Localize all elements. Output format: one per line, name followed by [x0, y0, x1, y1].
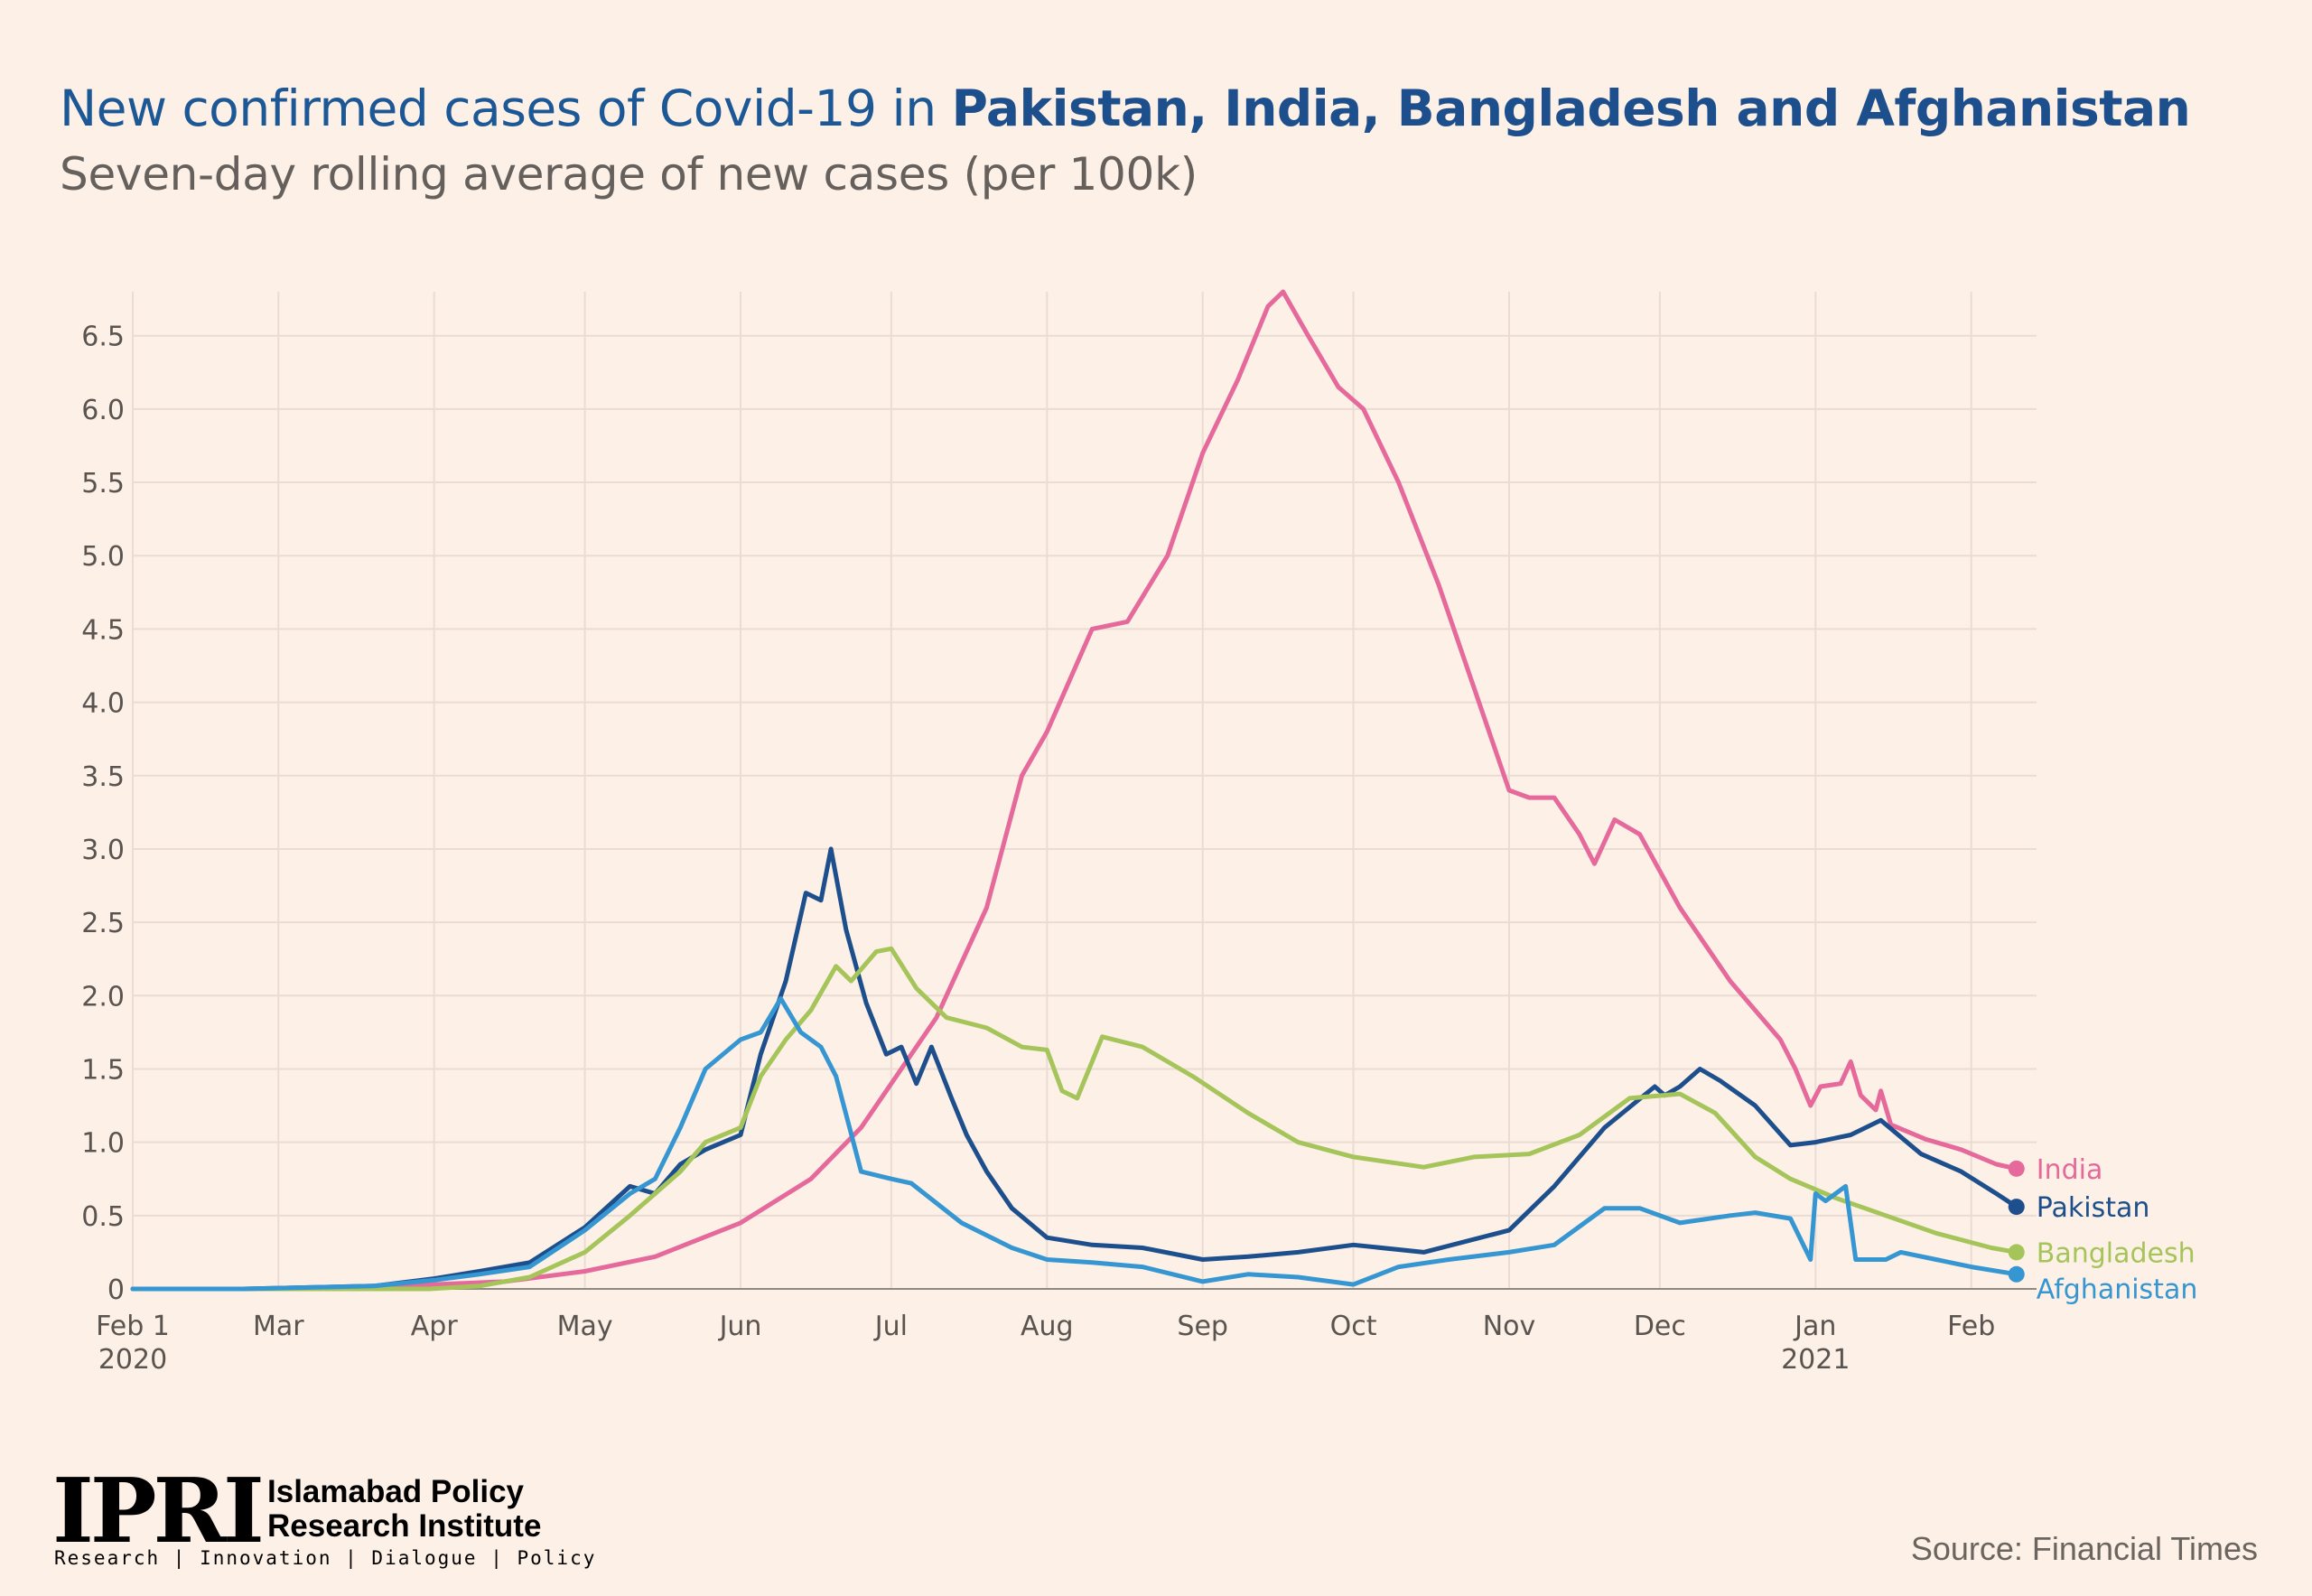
series-label-pakistan: Pakistan [2037, 1192, 2150, 1224]
logo-name-line2: Research Institute [267, 1508, 542, 1544]
series-end-marker-bangladesh [2008, 1244, 2025, 1261]
x-tick-sublabel: 2021 [1781, 1344, 1850, 1376]
logo-name-line1: Islamabad Policy [267, 1474, 525, 1509]
x-tick-label: Feb [1947, 1311, 1995, 1342]
x-tick-label: Jun [718, 1311, 762, 1342]
x-tick-label: Feb 1 [96, 1311, 170, 1342]
x-tick-label: Nov [1483, 1311, 1536, 1342]
logo-tagline: Research | Innovation | Dialogue | Polic… [54, 1547, 597, 1569]
chart-title: New confirmed cases of Covid-19 in Pakis… [60, 79, 2191, 137]
source-note: Source: Financial Times [1910, 1530, 2258, 1567]
y-tick-label: 5.0 [81, 541, 125, 573]
y-tick-label: 0.5 [81, 1201, 125, 1233]
y-tick-label: 5.5 [81, 468, 125, 499]
series-label-bangladesh: Bangladesh [2037, 1237, 2195, 1269]
y-tick-label: 6.0 [81, 395, 125, 426]
chart-title-highlight: Pakistan, India, Bangladesh and Afghanis… [951, 79, 2191, 137]
logo-mark: IPRI [52, 1460, 265, 1563]
x-tick-label: Mar [253, 1311, 304, 1342]
y-tick-label: 0 [107, 1274, 125, 1306]
series-label-india: India [2037, 1154, 2103, 1186]
x-tick-label: Jan [1793, 1311, 1836, 1342]
series-line-afghanistan [130, 996, 2019, 1292]
series-end-marker-india [2008, 1160, 2025, 1177]
chart-subtitle: Seven-day rolling average of new cases (… [60, 148, 1198, 201]
series-line-pakistan [130, 846, 2019, 1292]
y-tick-label: 1.5 [81, 1054, 125, 1086]
y-tick-label: 2.0 [81, 981, 125, 1013]
series-end-marker-pakistan [2008, 1199, 2025, 1216]
x-tick-label: Aug [1021, 1311, 1074, 1342]
x-tick-label: Sep [1177, 1311, 1228, 1342]
y-tick-label: 4.0 [81, 688, 125, 720]
series-line-india [130, 289, 2019, 1292]
series-end-marker-afghanistan [2008, 1265, 2025, 1283]
y-tick-label: 3.5 [81, 761, 125, 793]
x-tick-sublabel: 2020 [98, 1344, 167, 1376]
x-tick-label: Oct [1330, 1311, 1377, 1342]
y-tick-label: 3.0 [81, 835, 125, 866]
series-label-afghanistan: Afghanistan [2037, 1274, 2198, 1305]
y-tick-label: 4.5 [81, 614, 125, 646]
x-tick-label: Jul [873, 1311, 908, 1342]
y-tick-label: 1.0 [81, 1128, 125, 1160]
x-tick-label: Dec [1634, 1311, 1686, 1342]
logo-name: Islamabad Policy Research Institute [267, 1475, 629, 1544]
series-line-bangladesh [130, 946, 2019, 1292]
x-tick-label: May [557, 1311, 613, 1342]
y-tick-label: 6.5 [81, 322, 125, 353]
x-tick-label: Apr [411, 1311, 459, 1342]
y-tick-label: 2.5 [81, 908, 125, 939]
chart-title-prefix: New confirmed cases of Covid-19 in [60, 79, 952, 137]
